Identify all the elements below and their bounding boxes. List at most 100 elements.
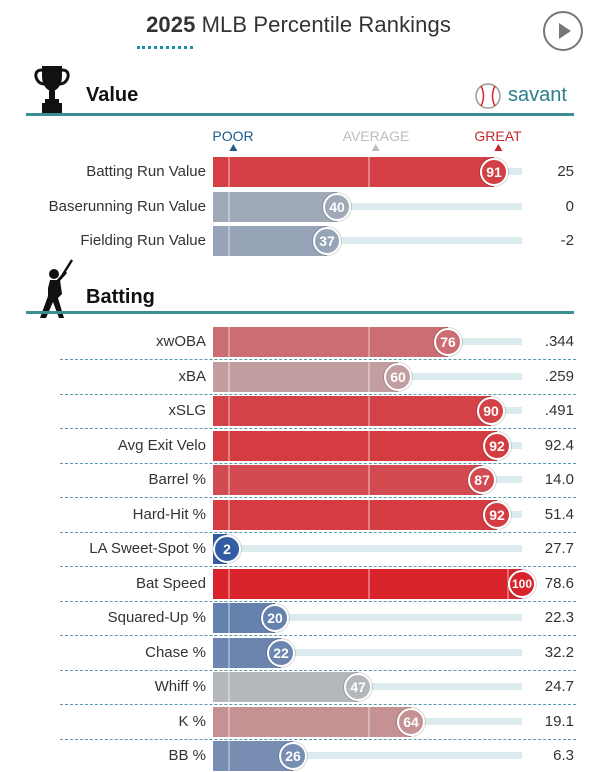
- savant-text: savant: [508, 84, 567, 106]
- percentile-bar: [213, 707, 411, 737]
- percentile-bar: [213, 327, 448, 357]
- row-separator: [60, 601, 576, 602]
- tick-poor: [228, 431, 230, 461]
- tick-poor: [228, 603, 230, 633]
- percentile-track: [213, 614, 522, 621]
- metric-value: 78.6: [544, 575, 574, 592]
- section-rule-value: [26, 113, 574, 116]
- percentile-badge: 60: [384, 363, 412, 391]
- scale-great-text: GREAT: [474, 128, 522, 144]
- metric-value: .491: [544, 402, 574, 419]
- row-separator: [60, 532, 576, 533]
- percentile-track: [213, 752, 522, 759]
- tick-average: [368, 500, 370, 530]
- metric-row[interactable]: xwOBA 76 .344: [26, 327, 586, 357]
- metric-label: Chase %: [145, 644, 206, 661]
- percentile-badge: 26: [279, 742, 307, 770]
- row-separator: [60, 739, 576, 740]
- metric-row[interactable]: Fielding Run Value 37 -2: [26, 226, 586, 256]
- batter-icon: [40, 259, 74, 318]
- percentile-bar: [213, 431, 497, 461]
- scale-poor-text: POOR: [212, 128, 254, 144]
- percentile-track: [213, 649, 522, 656]
- tick-poor: [228, 638, 230, 668]
- metric-row[interactable]: Baserunning Run Value 40 0: [26, 192, 586, 222]
- metric-label: Avg Exit Velo: [117, 437, 206, 454]
- tick-poor: [228, 741, 230, 771]
- metric-row[interactable]: Whiff % 47 24.7: [26, 672, 586, 702]
- tick-average: [368, 157, 370, 187]
- tick-average: [368, 465, 370, 495]
- tick-average: [368, 707, 370, 737]
- row-separator: [60, 566, 576, 567]
- metric-row[interactable]: Squared-Up % 20 22.3: [26, 603, 586, 633]
- percentile-badge: 100: [508, 570, 536, 598]
- percentile-badge: 90: [477, 397, 505, 425]
- scale-average-text: AVERAGE: [342, 128, 410, 144]
- metric-label: xSLG: [168, 402, 206, 419]
- tick-poor: [228, 500, 230, 530]
- metric-row[interactable]: BB % 26 6.3: [26, 741, 586, 771]
- percentile-badge: 37: [313, 227, 341, 255]
- percentile-bar: [213, 192, 337, 222]
- metric-value: 22.3: [544, 609, 574, 626]
- metric-row[interactable]: LA Sweet-Spot % 2 27.7: [26, 534, 586, 564]
- metric-label: xBA: [178, 368, 206, 385]
- title-year: 2025: [146, 12, 196, 37]
- percentile-badge: 87: [468, 466, 496, 494]
- metric-row[interactable]: Chase % 22 32.2: [26, 638, 586, 668]
- metric-label: K %: [178, 713, 206, 730]
- metric-row[interactable]: Barrel % 87 14.0: [26, 465, 586, 495]
- row-separator: [60, 428, 576, 429]
- percentile-badge: 76: [434, 328, 462, 356]
- metric-value: 0: [565, 198, 574, 215]
- metric-value: -2: [560, 232, 574, 249]
- tick-average: [368, 396, 370, 426]
- metric-label: Batting Run Value: [86, 163, 206, 180]
- row-separator: [60, 359, 576, 360]
- section-title-value: Value: [86, 84, 139, 106]
- row-separator: [60, 463, 576, 464]
- percentile-bar: [213, 362, 398, 392]
- metric-value: 19.1: [544, 713, 574, 730]
- savant-logo[interactable]: savant: [474, 82, 574, 110]
- metric-value: 92.4: [544, 437, 574, 454]
- tick-poor: [228, 226, 230, 256]
- section-header-batting: Batting: [26, 258, 574, 318]
- metric-row[interactable]: Hard-Hit % 92 51.4: [26, 500, 586, 530]
- percentile-track: [213, 237, 522, 244]
- metric-row[interactable]: K % 64 19.1: [26, 707, 586, 737]
- play-icon: [559, 23, 571, 39]
- metric-value: 51.4: [544, 506, 574, 523]
- percentile-bar: [213, 672, 358, 702]
- metric-value: 14.0: [544, 471, 574, 488]
- percentile-bar: [213, 157, 494, 187]
- metric-label: BB %: [168, 747, 206, 764]
- tick-average: [368, 362, 370, 392]
- row-separator: [60, 497, 576, 498]
- scale-label-great: GREAT: [474, 128, 522, 151]
- section-title-batting: Batting: [86, 286, 155, 308]
- page-title: 2025 MLB Percentile Rankings: [0, 12, 597, 38]
- section-header-value: Value savant: [26, 62, 574, 122]
- baseball-icon: [475, 83, 501, 109]
- metric-label: Bat Speed: [135, 575, 206, 592]
- metric-row[interactable]: Avg Exit Velo 92 92.4: [26, 431, 586, 461]
- metric-value: 6.3: [553, 747, 574, 764]
- percentile-badge: 22: [267, 639, 295, 667]
- percentile-badge: 91: [480, 158, 508, 186]
- metric-row[interactable]: Batting Run Value 91 25: [26, 157, 586, 187]
- percentile-badge: 40: [323, 193, 351, 221]
- metric-row[interactable]: xBA 60 .259: [26, 362, 586, 392]
- metric-label: Hard-Hit %: [132, 506, 206, 523]
- metric-label: LA Sweet-Spot %: [89, 540, 206, 557]
- play-button[interactable]: [543, 11, 583, 51]
- tick-poor: [228, 157, 230, 187]
- metric-row[interactable]: xSLG 90 .491: [26, 396, 586, 426]
- tick-poor: [228, 396, 230, 426]
- percentile-track: [213, 203, 522, 210]
- metric-label: Barrel %: [148, 471, 206, 488]
- metric-row[interactable]: Bat Speed 100 78.6: [26, 569, 586, 599]
- percentile-badge: 47: [344, 673, 372, 701]
- percentile-badge: 92: [483, 432, 511, 460]
